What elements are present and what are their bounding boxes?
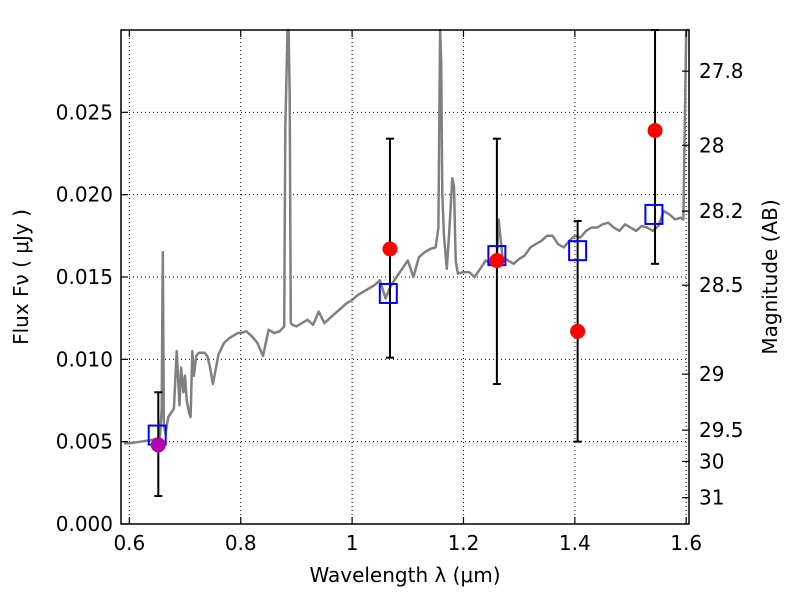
y-axis-ticks: 0.000 0.005 0.010 0.015 0.020 0.025 [56,100,128,536]
x-tick-label: 1 [346,531,359,555]
y2-axis-ticks: 27.8 28 28.2 28.5 29 29.5 30 31 [682,59,744,510]
x-tick-label: 1.4 [559,531,591,555]
x-tick-label: 1.2 [448,531,480,555]
x-tick-label: 1.6 [670,531,702,555]
y2-tick-label: 29.5 [699,418,744,442]
y-tick-label: 0.015 [56,265,113,289]
model-photometry-point [378,282,398,304]
y-tick-label: 0.010 [56,347,113,371]
x-axis-label: Wavelength λ (μm) [309,563,500,587]
y-tick-label: 0.005 [56,430,113,454]
y2-tick-label: 28.2 [699,199,744,223]
observed-photometry-point [382,241,398,257]
y2-tick-label: 30 [699,449,724,473]
y-axis-label: Flux Fν ( μJy ) [9,209,33,345]
limit-photometry-point [150,437,166,453]
y2-tick-label: 28.5 [699,273,744,297]
y2-axis-label: Magnitude (AB) [758,199,782,354]
model-photometry-markers [147,203,664,446]
x-tick-label: 0.8 [225,531,257,555]
y2-tick-label: 28 [699,133,724,157]
model-photometry-point [644,203,664,225]
y2-tick-label: 27.8 [699,59,744,83]
observed-photometry-point [489,253,505,269]
x-axis-ticks: 0.6 0.8 1 1.2 1.4 1.6 [113,30,702,555]
grid-lines [121,30,689,525]
observed-photometry-markers [150,122,663,453]
y-tick-label: 0.025 [56,100,113,124]
observed-photometry-point [570,323,586,339]
observed-photometry-point [647,122,663,138]
model-spectrum [123,28,689,445]
y-tick-label: 0.020 [56,183,113,207]
spectrum-line [123,28,689,445]
y2-tick-label: 29 [699,362,724,386]
model-photometry-point [568,240,588,262]
x-tick-label: 0.6 [113,531,145,555]
y-tick-label: 0.000 [56,512,113,536]
y2-tick-label: 31 [699,486,724,510]
